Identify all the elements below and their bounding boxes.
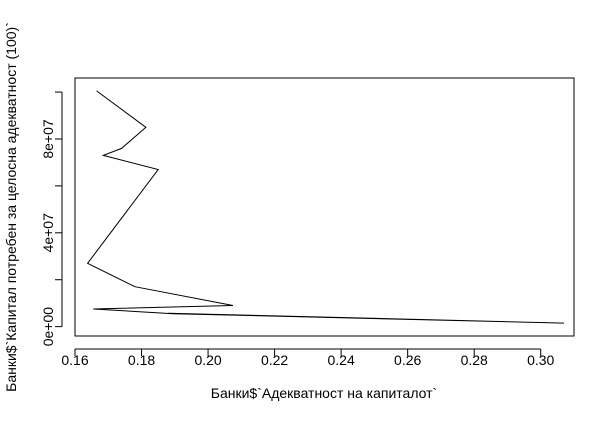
x-axis-title: Банки$`Адекватност на капиталот` bbox=[211, 385, 437, 401]
x-tick-label: 0.16 bbox=[61, 352, 88, 368]
x-tick-label: 0.18 bbox=[128, 352, 155, 368]
x-tick-label: 0.20 bbox=[194, 352, 221, 368]
x-tick-label: 0.26 bbox=[394, 352, 421, 368]
series-layer bbox=[86, 90, 565, 324]
y-axis-title: Банки$`Капитал потребен за целосна адекв… bbox=[3, 22, 19, 392]
y-tick-label: 0e+00 bbox=[40, 307, 56, 347]
x-tick-label: 0.22 bbox=[261, 352, 288, 368]
series-line bbox=[86, 90, 565, 324]
y-tick-label: 4e+07 bbox=[40, 213, 56, 253]
x-tick-label: 0.24 bbox=[328, 352, 355, 368]
x-tick-label: 0.28 bbox=[461, 352, 488, 368]
x-axis: 0.16 0.18 0.20 0.22 0.24 0.26 0.28 0.30 bbox=[61, 348, 555, 368]
x-tick-label: 0.30 bbox=[527, 352, 554, 368]
y-axis: 0e+00 4e+07 8e+07 bbox=[40, 91, 63, 347]
plot-frame bbox=[74, 77, 575, 337]
y-tick-label: 8e+07 bbox=[40, 119, 56, 159]
